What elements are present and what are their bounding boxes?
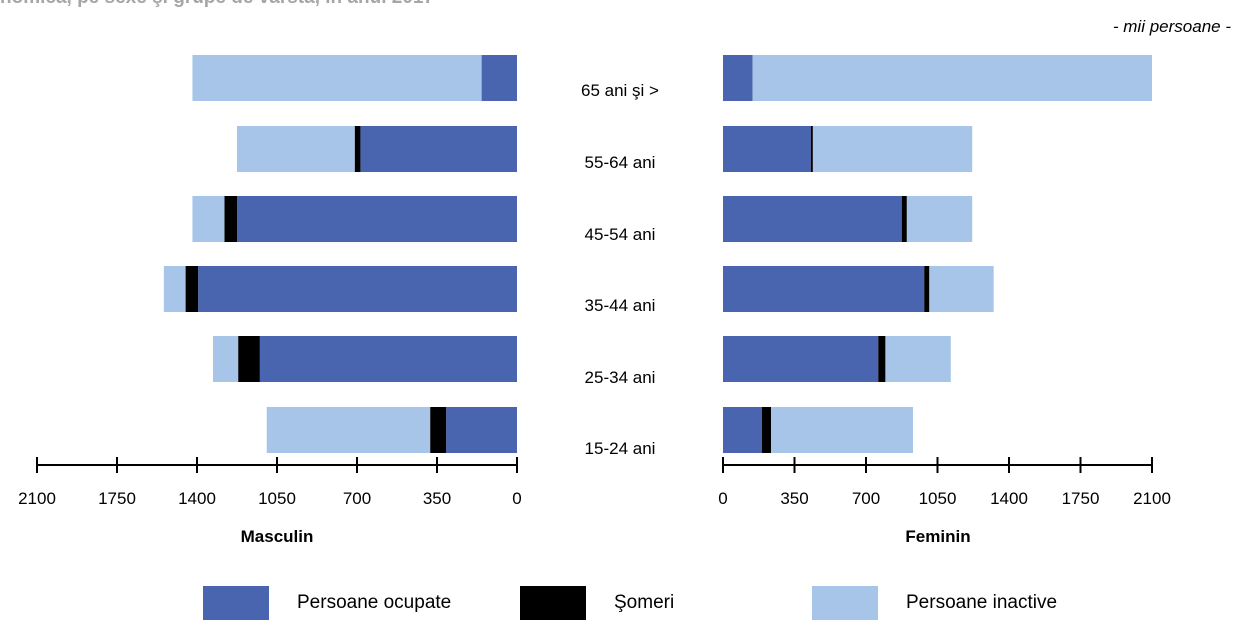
bar-female-25-34-ani-unemployed bbox=[878, 336, 886, 382]
category-label-55-64-ani: 55-64 ani bbox=[585, 153, 656, 172]
bar-female-45-54-ani-occupied bbox=[723, 196, 902, 242]
bar-female-45-54-ani-inactive bbox=[906, 196, 973, 242]
bar-male-35-44-ani-unemployed bbox=[185, 266, 199, 312]
tick-label-male: 700 bbox=[343, 489, 371, 508]
tick-label-female: 0 bbox=[718, 489, 727, 508]
bar-male-15-24-ani-inactive bbox=[266, 407, 431, 453]
bar-female-35-44-ani-inactive bbox=[929, 266, 994, 312]
category-label-65-ani-i: 65 ani şi > bbox=[581, 81, 659, 100]
category-label-35-44-ani: 35-44 ani bbox=[585, 296, 656, 315]
chart-title: nomică, pe sexe şi grupe de vârstă, în a… bbox=[0, 0, 434, 9]
legend-label-unemployed: Şomeri bbox=[614, 592, 675, 613]
tick-label-female: 2100 bbox=[1133, 489, 1171, 508]
bar-male-45-54-ani-occupied bbox=[237, 196, 517, 242]
axis-title-female: Feminin bbox=[905, 527, 970, 546]
bar-male-15-24-ani-unemployed bbox=[430, 407, 447, 453]
bar-female-25-34-ani-occupied bbox=[723, 336, 879, 382]
unit-label: - mii persoane - bbox=[1112, 17, 1231, 36]
bar-male-25-34-ani-occupied bbox=[259, 336, 517, 382]
legend-swatch-unemployed bbox=[520, 586, 586, 620]
legend-swatch-occupied bbox=[203, 586, 269, 620]
bar-female-55-64-ani-occupied bbox=[723, 126, 811, 172]
bar-female-35-44-ani-unemployed bbox=[924, 266, 930, 312]
tick-label-female: 700 bbox=[852, 489, 880, 508]
tick-label-female: 350 bbox=[780, 489, 808, 508]
bar-female-65-ani-i-occupied bbox=[723, 55, 753, 101]
legend-label-occupied: Persoane ocupate bbox=[297, 592, 452, 613]
bar-male-55-64-ani-unemployed bbox=[354, 126, 361, 172]
bar-male-65-ani-i-occupied bbox=[481, 55, 517, 101]
legend-item-inactive: Persoane inactive bbox=[812, 586, 1057, 620]
tick-label-female: 1750 bbox=[1062, 489, 1100, 508]
bar-female-55-64-ani-inactive bbox=[812, 126, 973, 172]
bar-female-65-ani-i-inactive bbox=[752, 55, 1152, 101]
bar-female-15-24-ani-occupied bbox=[723, 407, 762, 453]
legend: Persoane ocupate Şomeri Persoane inactiv… bbox=[0, 586, 1237, 626]
tick-label-female: 1050 bbox=[919, 489, 957, 508]
bar-male-15-24-ani-occupied bbox=[446, 407, 517, 453]
axis-title-male: Masculin bbox=[241, 527, 314, 546]
bar-male-35-44-ani-occupied bbox=[198, 266, 517, 312]
bar-female-25-34-ani-inactive bbox=[885, 336, 951, 382]
bar-male-65-ani-i-inactive bbox=[192, 55, 482, 101]
legend-label-inactive: Persoane inactive bbox=[906, 592, 1058, 613]
bar-male-55-64-ani-occupied bbox=[360, 126, 517, 172]
tick-label-male: 350 bbox=[423, 489, 451, 508]
bar-female-15-24-ani-unemployed bbox=[761, 407, 772, 453]
tick-label-female: 1400 bbox=[990, 489, 1028, 508]
category-label-15-24-ani: 15-24 ani bbox=[585, 439, 656, 458]
bar-female-55-64-ani-unemployed bbox=[810, 126, 813, 172]
bar-male-55-64-ani-inactive bbox=[237, 126, 355, 172]
tick-label-male: 1050 bbox=[258, 489, 296, 508]
legend-item-unemployed: Şomeri bbox=[520, 586, 674, 620]
tick-label-male: 0 bbox=[512, 489, 521, 508]
bar-male-25-34-ani-inactive bbox=[213, 336, 239, 382]
bar-female-15-24-ani-inactive bbox=[771, 407, 913, 453]
bar-female-45-54-ani-unemployed bbox=[901, 196, 907, 242]
category-label-25-34-ani: 25-34 ani bbox=[585, 368, 656, 387]
bar-male-35-44-ani-inactive bbox=[163, 266, 186, 312]
tick-label-male: 1750 bbox=[98, 489, 136, 508]
legend-item-occupied: Persoane ocupate bbox=[203, 586, 451, 620]
category-label-45-54-ani: 45-54 ani bbox=[585, 225, 656, 244]
bar-male-45-54-ani-unemployed bbox=[224, 196, 237, 242]
bar-male-45-54-ani-inactive bbox=[192, 196, 225, 242]
bar-female-35-44-ani-occupied bbox=[723, 266, 925, 312]
tick-label-male: 2100 bbox=[18, 489, 56, 508]
bar-male-25-34-ani-unemployed bbox=[238, 336, 260, 382]
tick-label-male: 1400 bbox=[178, 489, 216, 508]
legend-swatch-inactive bbox=[812, 586, 878, 620]
population-pyramid-chart: 2100 1750 1400 1050 700 350 0 Masculin 0 350 700 10… bbox=[18, 55, 1171, 546]
